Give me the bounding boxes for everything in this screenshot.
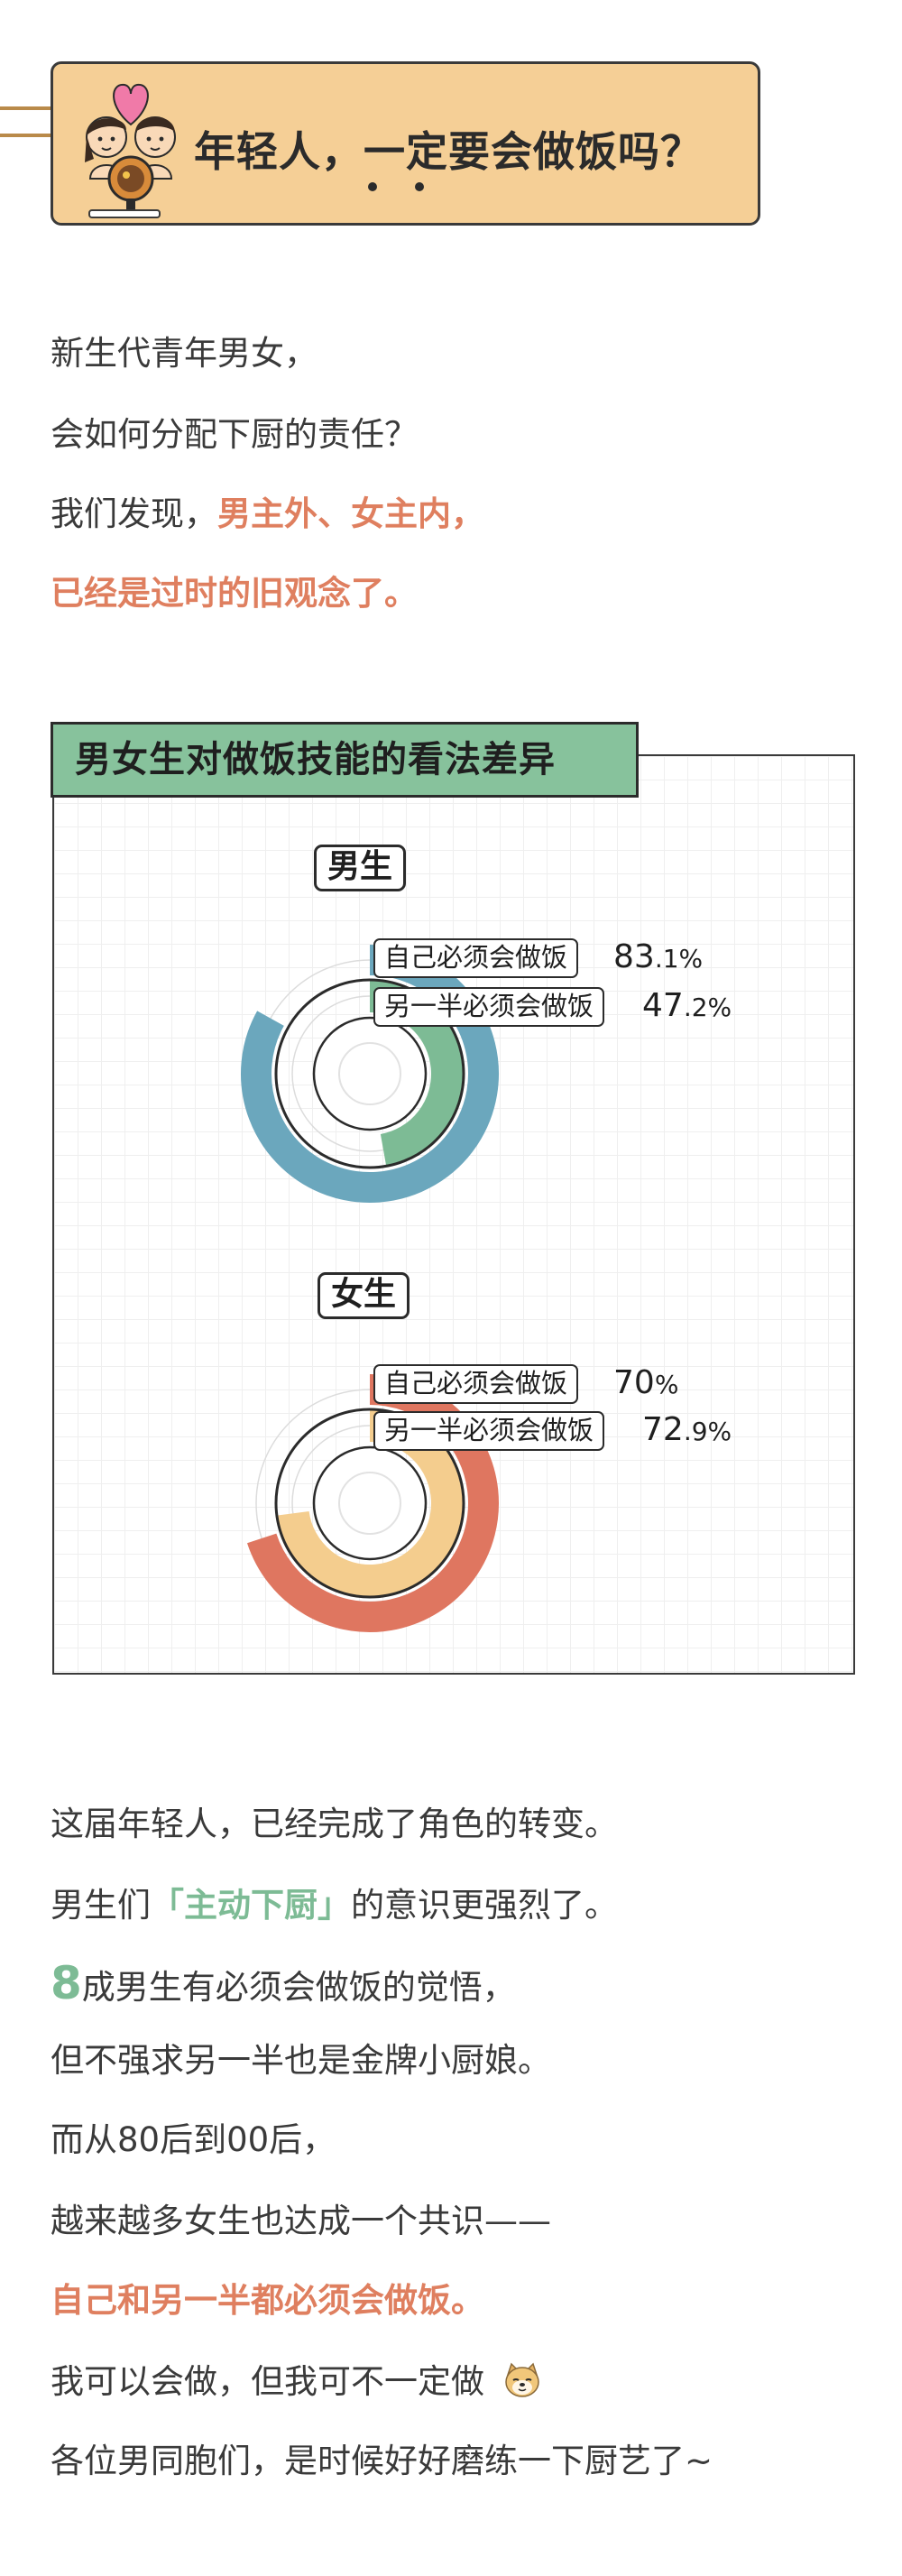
male-value-self: 83.1% <box>613 938 704 975</box>
female-tag-partner: 另一半必须会做饭 <box>373 1411 605 1451</box>
female-value-self: 70% <box>613 1364 679 1401</box>
outro-line-1: 这届年轻人，已经完成了角色的转变。 <box>51 1805 618 1843</box>
outro-line-5: 而从80后到00后， <box>51 2120 336 2159</box>
female-tag-self: 自己必须会做饭 <box>373 1364 579 1404</box>
male-label: 男生 <box>314 845 407 891</box>
male-inner-ring <box>338 1042 401 1105</box>
male-center-hole <box>312 1016 428 1131</box>
female-ring-divider <box>274 1408 465 1599</box>
banner-pin <box>88 209 161 218</box>
outro-line-4: 但不强求另一半也是金牌小厨娘。 <box>51 2041 551 2080</box>
outro-line-3: 8成男生有必须会做饭的觉悟， <box>51 1957 516 2009</box>
outro-line-8: 我可以会做，但我可不一定做 <box>51 2362 542 2402</box>
page-title: 年轻人，一定要会做饭吗？ <box>194 127 703 176</box>
female-value-partner: 72.9% <box>642 1411 732 1448</box>
intro-highlight-1: 男主外、女主内， <box>217 494 484 533</box>
male-tag-partner: 另一半必须会做饭 <box>373 987 605 1027</box>
female-label: 女生 <box>318 1272 410 1319</box>
female-center-hole <box>312 1445 428 1561</box>
banner-dots <box>368 178 462 195</box>
male-tag-self: 自己必须会做饭 <box>373 938 579 978</box>
banner-rail-top <box>0 106 52 110</box>
banner-rail-bottom <box>0 134 52 137</box>
outro-line-9: 各位男同胞们，是时候好好磨练一下厨艺了~ <box>51 2442 713 2480</box>
outro-line-6: 越来越多女生也达成一个共识—— <box>51 2202 551 2240</box>
outro-line-2: 男生们「主动下厨」的意识更强烈了。 <box>51 1886 618 1925</box>
intro-line-1: 新生代青年男女， <box>51 334 318 373</box>
couple-with-heart-icon <box>85 83 176 211</box>
outro-highlight-initiative: 「主动下厨」 <box>151 1886 351 1925</box>
female-inner-ring <box>338 1472 401 1535</box>
outro-highlight-both: 自己和另一半都必须会做饭。 <box>51 2281 484 2320</box>
intro-line-2: 会如何分配下厨的责任？ <box>51 415 418 454</box>
male-value-partner: 47.2% <box>642 987 732 1024</box>
intro-highlight-2: 已经是过时的旧观念了。 <box>51 574 418 613</box>
chart-title: 男女生对做饭技能的看法差异 <box>51 722 639 798</box>
doge-emoji-icon <box>505 2362 539 2397</box>
male-ring-divider <box>274 978 465 1169</box>
intro-line-3: 我们发现，男主外、女主内， <box>51 494 484 533</box>
